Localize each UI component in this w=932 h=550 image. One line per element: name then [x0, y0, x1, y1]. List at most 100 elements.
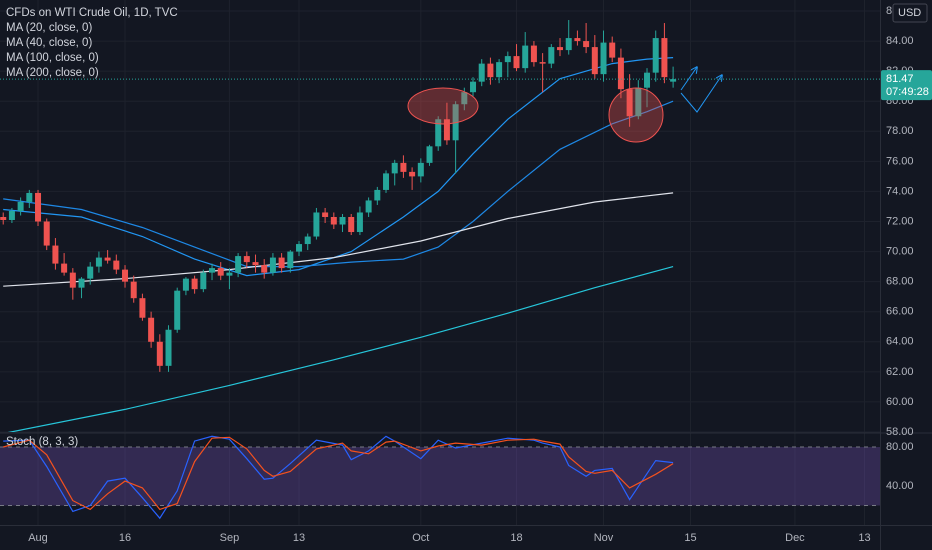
- countdown-label: 07:49:28: [886, 86, 929, 98]
- x-tick-label: Dec: [785, 532, 805, 544]
- candle-body: [661, 38, 668, 78]
- candle-body: [365, 200, 372, 213]
- candle-body: [583, 41, 590, 48]
- candle-body: [287, 251, 294, 269]
- candle-body: [139, 298, 146, 318]
- candle-body: [348, 216, 355, 233]
- candle-body: [617, 57, 624, 90]
- x-tick-label: 13: [858, 532, 870, 544]
- candle-body: [435, 119, 442, 147]
- candle-body: [261, 265, 268, 273]
- y-tick-label: 80.00: [886, 441, 914, 453]
- candle-body: [557, 47, 564, 51]
- candle-body: [513, 56, 520, 69]
- chart-title: CFDs on WTI Crude Oil, 1D, TVC: [6, 7, 178, 19]
- candle-body: [130, 281, 137, 299]
- candle-body: [313, 212, 320, 237]
- line: [7, 266, 674, 432]
- candle-body: [209, 268, 216, 273]
- x-tick-label: Nov: [594, 532, 614, 544]
- x-tick-label: Sep: [220, 532, 240, 544]
- candle-body: [226, 272, 233, 276]
- candle-body: [504, 56, 511, 63]
- candle-body: [148, 317, 155, 342]
- y-tick-label: 40.00: [886, 480, 914, 492]
- candle-body: [356, 212, 363, 233]
- x-tick-label: 16: [119, 532, 131, 544]
- x-tick-label: Oct: [412, 532, 429, 544]
- candle-body: [635, 87, 642, 117]
- candle-body: [409, 171, 416, 177]
- candle-body: [304, 236, 311, 245]
- candle-body: [548, 47, 555, 64]
- x-tick-label: 13: [293, 532, 305, 544]
- line: [3, 436, 674, 511]
- x-tick-label: Aug: [28, 532, 48, 544]
- candle-body: [626, 89, 633, 117]
- candle-body: [278, 257, 285, 269]
- candle-body: [52, 245, 59, 264]
- candle-body: [122, 269, 129, 282]
- legend-entry: MA (20, close, 0): [6, 22, 92, 34]
- candle-body: [478, 63, 485, 82]
- price-pane: [0, 20, 880, 432]
- candle-body: [652, 38, 659, 73]
- candle-body: [496, 62, 503, 78]
- legend-entry: MA (200, close, 0): [6, 67, 99, 79]
- candle-body: [644, 72, 651, 88]
- highlight-circle: [608, 87, 664, 143]
- candle-body: [8, 210, 15, 220]
- currency-box: [892, 3, 928, 23]
- y-tick-label: 66.00: [886, 306, 914, 318]
- candle-body: [296, 244, 303, 252]
- last-price-box: [881, 70, 932, 101]
- arrow-up: [680, 67, 697, 91]
- y-tick-label: 78.00: [886, 125, 914, 137]
- arrow-zigzag: [680, 75, 722, 113]
- candle-body: [565, 38, 572, 51]
- y-tick-label: 64.00: [886, 336, 914, 348]
- stoch-title: Stoch (8, 3, 3): [6, 436, 78, 448]
- candle-body: [191, 278, 198, 290]
- candle-body: [591, 47, 598, 75]
- candle-body: [426, 146, 433, 163]
- y-tick-label: 58.00: [886, 426, 914, 438]
- candle-body: [235, 256, 242, 273]
- candle-body: [470, 81, 477, 93]
- candle-body: [461, 92, 468, 105]
- candle-body: [78, 278, 85, 288]
- stoch-pane: [0, 435, 880, 520]
- candle-body: [487, 63, 494, 78]
- candle-body: [113, 260, 120, 270]
- y-tick-label: 70.00: [886, 245, 914, 257]
- candle-body: [0, 216, 7, 220]
- candle-body: [600, 42, 607, 75]
- axes: Aug 16 Sep 13 Oct 18 Nov 15 Dec 13 58.00 60.00 62.00…: [28, 3, 932, 544]
- candle-body: [530, 45, 537, 63]
- candle-body: [17, 201, 24, 211]
- candle-body: [217, 268, 224, 276]
- legend: CFDs on WTI Crude Oil, 1D, TVC MA (20, c…: [6, 7, 178, 448]
- candle-body: [339, 216, 346, 225]
- candle-body: [156, 341, 163, 366]
- candle-body: [61, 263, 68, 273]
- candle-body: [539, 62, 546, 64]
- candle-body: [104, 257, 111, 261]
- y-tick-label: 76.00: [886, 155, 914, 167]
- candle-body: [165, 329, 172, 366]
- y-tick-label: 60.00: [886, 396, 914, 408]
- candle-body: [269, 257, 276, 273]
- candle-body: [95, 257, 102, 267]
- candle-body: [252, 262, 259, 266]
- candle-body: [182, 278, 189, 291]
- x-tick-label: 18: [510, 532, 522, 544]
- legend-entry: MA (40, close, 0): [6, 37, 92, 49]
- line: [3, 100, 674, 268]
- y-tick-label: 72.00: [886, 215, 914, 227]
- candle-body: [574, 38, 581, 42]
- x-tick-label: 15: [684, 532, 696, 544]
- candle-body: [43, 221, 50, 246]
- line: [3, 192, 674, 287]
